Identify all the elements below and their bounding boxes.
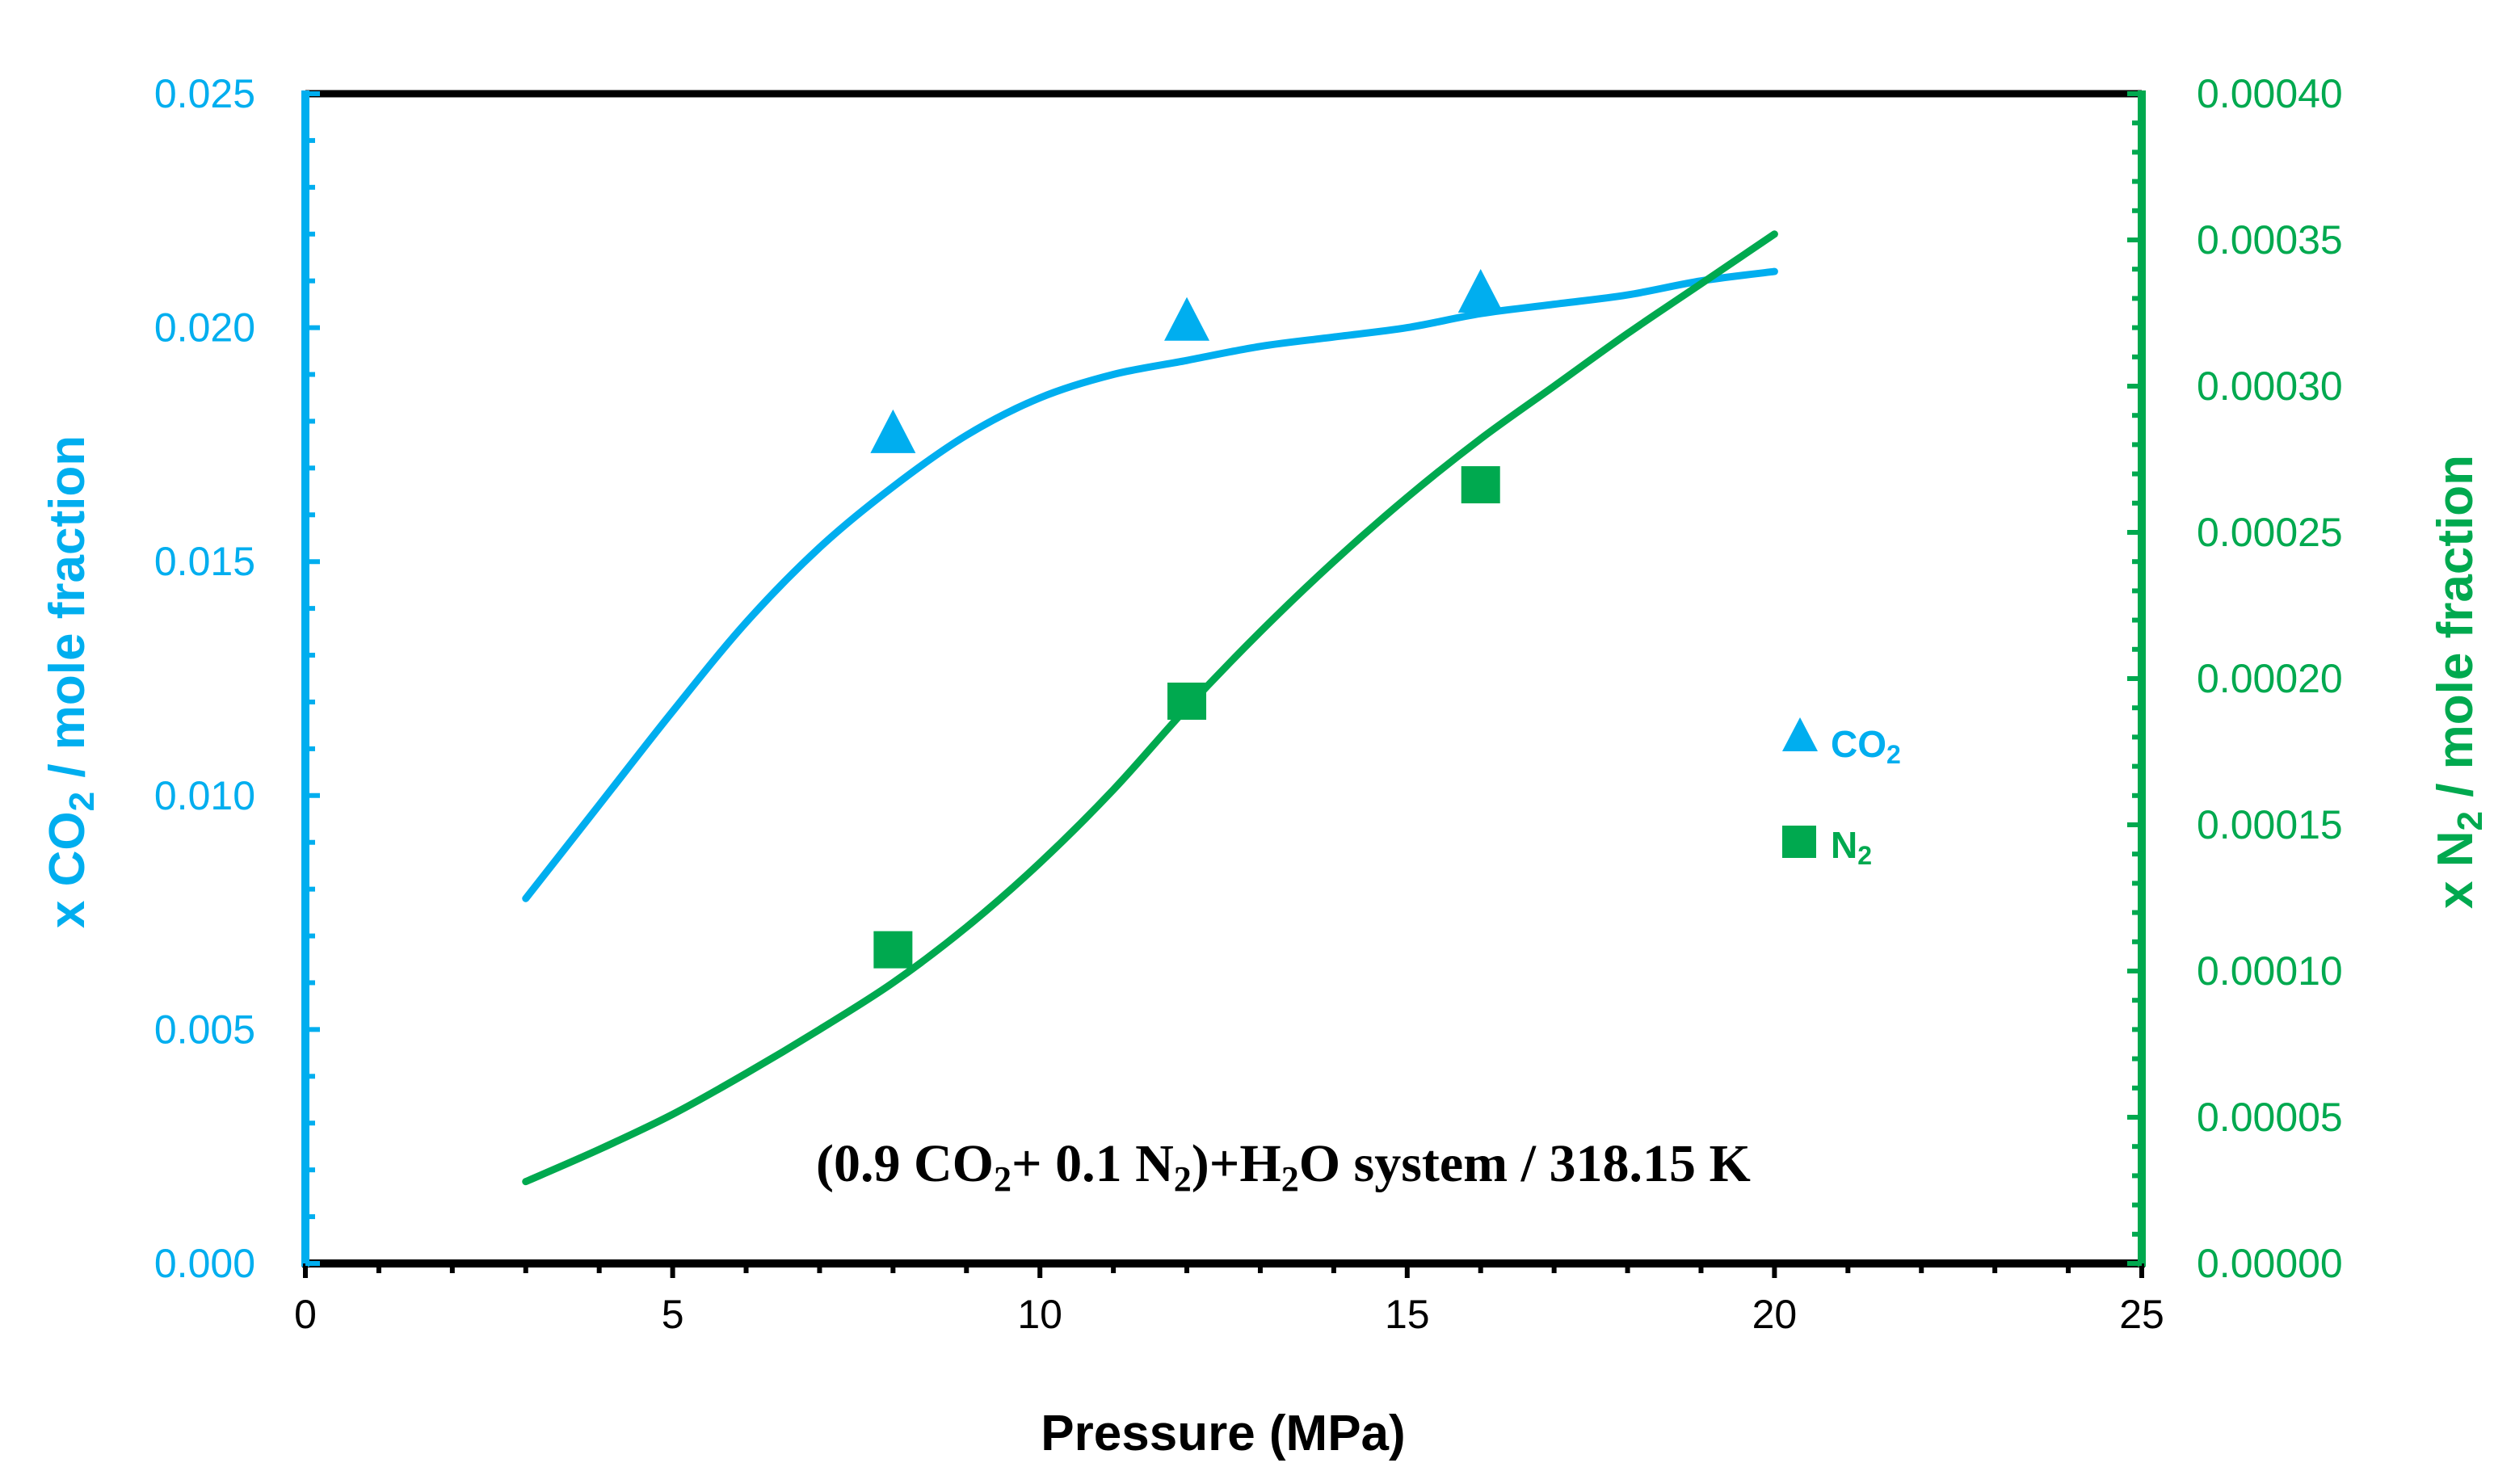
y-left-title-suffix: / mole fraction	[40, 435, 95, 792]
y-left-tick-label: 0.010	[154, 773, 255, 818]
annotation: (0.9 CO2+ 0.1 N2)+H2O system / 318.15 K	[816, 1134, 1751, 1199]
co2-data-point	[1457, 269, 1504, 313]
y-right-tick-label: 0.00035	[2197, 217, 2343, 263]
annotation-part: )+H	[1192, 1134, 1281, 1193]
legend-label-n2: N2	[1831, 824, 1872, 870]
co2-fit-line	[522, 267, 1778, 902]
y-left-tick-label: 0.015	[154, 539, 255, 584]
n2-data-point	[1461, 466, 1500, 504]
x-axis-title: Pressure (MPa)	[1041, 1406, 1405, 1461]
annotation-sub: 2	[1281, 1159, 1299, 1199]
y-right-title-sub: 2	[2450, 811, 2490, 830]
annotation-part: + 0.1 N	[1011, 1134, 1174, 1193]
x-tick-label: 5	[662, 1292, 684, 1337]
annotation-sub: 2	[994, 1159, 1011, 1199]
legend-co2-name: CO	[1831, 723, 1886, 765]
y-axis-title-left: x CO2 / mole fraction	[40, 435, 102, 928]
tick-labels: 0 5 10 15 20 25 0.000 0.005 0.010 0.015 0.020 0.025…	[154, 71, 2343, 1337]
n2-fit-line	[522, 230, 1778, 1186]
co2-data-point	[870, 409, 916, 453]
legend-marker-triangle	[1782, 717, 1818, 751]
y-right-tick-label: 0.00000	[2197, 1241, 2343, 1286]
y-right-tick-label: 0.00030	[2197, 364, 2343, 409]
x-tick-label: 10	[1017, 1292, 1062, 1337]
annotation-part: (0.9 CO	[816, 1134, 994, 1193]
y-left-tick-label: 0.025	[154, 71, 255, 116]
co2-data-point	[1164, 296, 1210, 341]
y-right-tick-label: 0.00040	[2197, 71, 2343, 116]
axis-ticks	[303, 91, 2144, 1278]
legend-n2-name: N	[1831, 824, 1857, 866]
y-left-title-prefix: x CO	[40, 811, 95, 928]
y-left-tick-label: 0.020	[154, 305, 255, 351]
y-right-title-prefix: x N	[2428, 830, 2483, 908]
x-tick-label: 0	[294, 1292, 317, 1337]
x-tick-label: 15	[1385, 1292, 1430, 1337]
y-left-tick-label: 0.005	[154, 1007, 255, 1052]
legend: CO2 N2	[1782, 717, 1901, 870]
x-tick-label: 25	[2119, 1292, 2164, 1337]
n2-data-point	[873, 931, 913, 969]
y-right-tick-label: 0.00010	[2197, 948, 2343, 994]
y-right-tick-label: 0.00020	[2197, 656, 2343, 701]
y-left-title-sub: 2	[62, 792, 102, 811]
y-left-tick-label: 0.000	[154, 1241, 255, 1286]
y-axis-title-right: x N2 / mole fraction	[2428, 455, 2490, 909]
y-right-title-suffix: / mole fraction	[2428, 455, 2483, 811]
annotation-part: O system / 318.15 K	[1299, 1134, 1751, 1193]
y-right-tick-label: 0.00025	[2197, 510, 2343, 555]
data-points	[870, 269, 1504, 969]
legend-n2-sub: 2	[1857, 841, 1872, 870]
n2-data-point	[1167, 682, 1207, 720]
plot-frame	[301, 90, 2146, 1267]
annotation-sub: 2	[1174, 1159, 1192, 1199]
fit-lines	[522, 230, 1778, 1186]
x-tick-label: 20	[1752, 1292, 1798, 1337]
y-right-tick-label: 0.00015	[2197, 802, 2343, 847]
legend-marker-square	[1782, 826, 1816, 858]
svg-text:x N2 / mole fraction: x N2 / mole fraction	[2428, 455, 2490, 909]
svg-text:x CO2 / mole fraction: x CO2 / mole fraction	[40, 435, 102, 928]
legend-label-co2: CO2	[1831, 723, 1901, 769]
y-right-tick-label: 0.00005	[2197, 1095, 2343, 1140]
legend-co2-sub: 2	[1886, 740, 1901, 769]
